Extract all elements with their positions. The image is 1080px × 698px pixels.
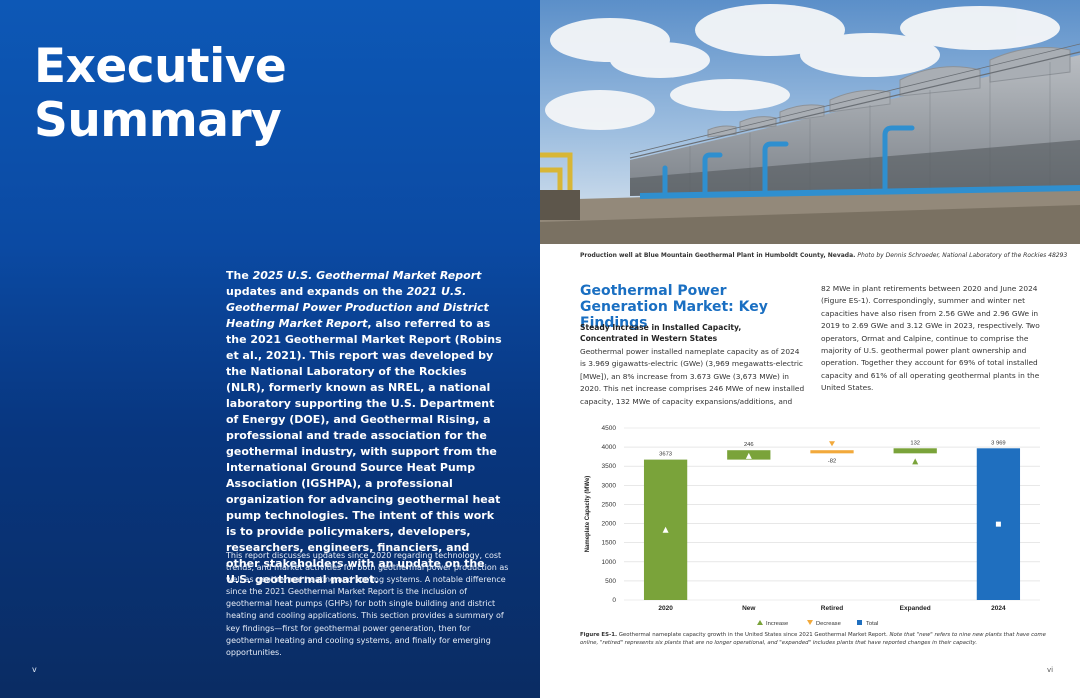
x-tick-label: Expanded <box>900 605 931 612</box>
increase-marker <box>912 458 919 465</box>
capacity-waterfall-chart: 0 500 1000 1500 2000 2500 3000 3500 4000 4500 Name… <box>585 425 1040 627</box>
title-line-1: Executive <box>34 39 287 94</box>
legend-decrease-icon <box>807 620 813 625</box>
legend-increase-icon <box>757 620 763 625</box>
data-label: 3 969 <box>991 440 1006 446</box>
intro-report-title-2021: 2021 U.S. Geothermal Power Production an… <box>226 285 489 330</box>
y-tick-label: 0 <box>612 597 616 604</box>
legend-total-icon <box>857 620 862 625</box>
y-tick-label: 500 <box>605 578 616 585</box>
page-number-left: v <box>32 665 37 674</box>
legend-label: Increase <box>766 621 788 627</box>
photo-caption-title: Production well at Blue Mountain Geother… <box>580 252 856 259</box>
total-marker <box>995 521 1001 527</box>
data-label: 132 <box>910 440 920 446</box>
y-tick-label: 1000 <box>602 559 617 566</box>
y-tick-label: 3000 <box>602 482 617 489</box>
increase-marker <box>745 452 752 459</box>
geothermal-plant-photo <box>540 0 1080 244</box>
text-column-2: 82 MWe in plant retirements between 2020… <box>821 284 1040 393</box>
figure-caption: Figure ES-1. Geothermal nameplate capaci… <box>580 631 1050 647</box>
y-tick-label: 2000 <box>602 521 617 528</box>
y-tick-label: 1500 <box>602 540 617 547</box>
photo-caption-credit: Photo by Dennis Schroeder, National Labo… <box>855 252 1068 259</box>
legend-label: Decrease <box>816 621 841 627</box>
legend-label: Total <box>866 621 878 627</box>
x-tick-label: 2024 <box>991 605 1006 612</box>
text-column-1: Geothermal power installed nameplate cap… <box>580 347 805 406</box>
increase-marker <box>662 526 669 533</box>
decrease-marker <box>829 441 835 447</box>
y-tick-label: 4000 <box>602 444 617 451</box>
data-label: 3673 <box>659 452 672 458</box>
bar-retired <box>810 450 854 454</box>
subheading: Steady Increase in Installed Capacity, C… <box>580 323 742 343</box>
x-tick-label: 2020 <box>658 605 673 612</box>
intro-report-title-2025: 2025 U.S. Geothermal Market Report <box>252 269 482 282</box>
y-axis-title: Nameplate Capacity (MWe) <box>585 476 591 553</box>
figure-caption-label: Figure ES-1. <box>580 632 618 638</box>
section-title: Geothermal Power Generation Market: Key … <box>580 283 768 331</box>
data-label: 246 <box>744 442 754 448</box>
body-paragraph: This report discusses updates since 2020… <box>226 551 509 657</box>
x-tick-label: New <box>742 605 756 612</box>
bar-expanded <box>893 448 937 454</box>
page-number-right: vi <box>1047 666 1054 674</box>
data-label: -82 <box>828 458 836 464</box>
intro-text-5: , also referred to as the 2021 Geotherma… <box>226 317 502 586</box>
figure-caption-text: Geothermal nameplate capacity growth in … <box>617 632 888 638</box>
x-tick-label: Retired <box>821 605 843 612</box>
left-page: Executive Summary The 2025 U.S. Geotherm… <box>0 0 540 698</box>
y-tick-label: 4500 <box>602 425 617 432</box>
intro-paragraph: The 2025 U.S. Geothermal Market Report u… <box>226 268 506 588</box>
intro-text-1: The <box>226 269 253 282</box>
title-line-2: Summary <box>34 93 282 148</box>
y-tick-label: 3500 <box>602 463 617 470</box>
photo-caption: Production well at Blue Mountain Geother… <box>580 252 1070 259</box>
page-title: Executive Summary <box>34 40 454 148</box>
right-page: Production well at Blue Mountain Geother… <box>540 0 1080 698</box>
figure-caption-note: Note that "new" refers to nine new plant… <box>580 632 1046 646</box>
y-tick-label: 2500 <box>602 501 617 508</box>
intro-text-3: updates and expands on the <box>226 285 407 298</box>
